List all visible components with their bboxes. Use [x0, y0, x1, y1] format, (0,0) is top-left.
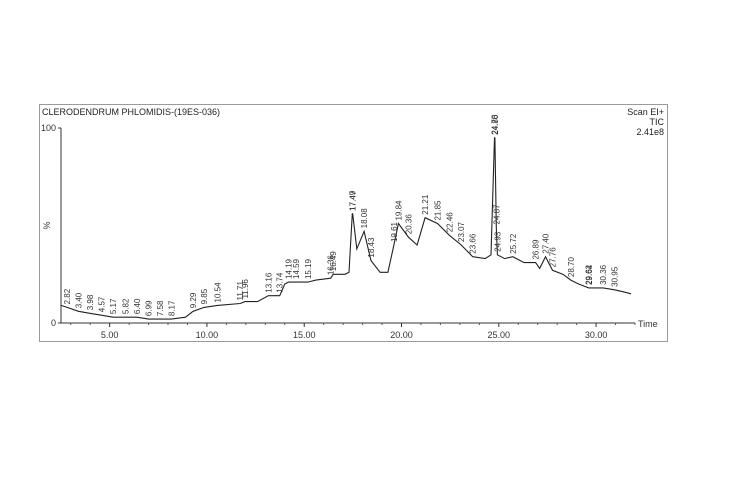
peak-label: 16.36 — [327, 255, 336, 276]
x-tick-label: 30.00 — [585, 330, 608, 340]
peak-label: 3.40 — [75, 292, 84, 308]
x-tick-label: 25.00 — [488, 330, 511, 340]
peak-label: 13.16 — [264, 272, 273, 293]
peak-label: 22.46 — [445, 212, 454, 233]
peak-label: 9.29 — [189, 292, 198, 308]
peak-label: 14.59 — [292, 258, 301, 279]
peak-label: 27.76 — [548, 247, 557, 268]
peak-label: 23.66 — [469, 233, 478, 254]
peak-label: 2.82 — [63, 288, 72, 304]
peak-label: 3.98 — [86, 294, 95, 310]
peak-label: 30.95 — [611, 266, 620, 287]
peak-label: 29.64 — [585, 264, 594, 285]
peak-label: 18.08 — [360, 208, 369, 229]
x-tick-label: 10.00 — [196, 330, 219, 340]
peak-label: 7.58 — [156, 300, 165, 316]
peak-label: 24.78 — [491, 114, 500, 135]
peak-label: 28.70 — [567, 257, 576, 278]
peak-label: 18.43 — [367, 237, 376, 258]
peak-label: 6.40 — [133, 298, 142, 314]
peak-label: 24.93 — [493, 231, 502, 252]
peak-label: 25.72 — [509, 233, 518, 254]
peak-label: 19.61 — [390, 221, 399, 242]
tic-trace — [60, 137, 632, 320]
y-axis-label: % — [42, 221, 52, 229]
peak-label: 14.19 — [284, 258, 293, 279]
x-axis-label: Time — [638, 319, 658, 329]
y-tick-label: 0 — [51, 318, 56, 328]
scan-mode-label: Scan EI+ — [627, 107, 664, 117]
peak-label: 30.36 — [599, 264, 608, 285]
peak-label: 29.62 — [585, 264, 594, 285]
peak-label: 15.19 — [304, 258, 313, 279]
peak-label: 13.74 — [276, 272, 285, 293]
peak-label: 26.89 — [532, 239, 541, 260]
peak-label: 10.54 — [213, 282, 222, 303]
peak-label: 5.82 — [122, 298, 131, 314]
chromatogram-panel: CLERODENDRUM PHLOMIDIS-(19ES-036) Scan E… — [39, 104, 668, 342]
sample-title: CLERODENDRUM PHLOMIDIS-(19ES-036) — [42, 107, 221, 117]
intensity-label: 2.41e8 — [636, 127, 664, 137]
peak-label: 27.40 — [541, 233, 550, 254]
peak-label: 17.49 — [349, 190, 358, 211]
peak-label: 23.07 — [457, 221, 466, 242]
peak-label: 20.36 — [405, 214, 414, 235]
peak-label: 21.21 — [421, 194, 430, 215]
peak-label: 19.84 — [394, 200, 403, 221]
peak-label: 5.17 — [109, 298, 118, 314]
chromatogram-chart: 0 100% 5.00 10.00 15.00 20.00 25.00 30.00 Time 2.… — [41, 114, 658, 340]
peak-label: 17.47 — [348, 190, 357, 211]
peak-label: 11.71 — [236, 281, 245, 301]
peak-label: 4.57 — [97, 296, 106, 312]
peak-label: 16.49 — [329, 251, 338, 272]
peak-label: 6.99 — [144, 300, 153, 316]
y-tick-label: 100 — [41, 123, 56, 133]
peak-label: 21.85 — [434, 200, 443, 221]
x-tick-label: 15.00 — [293, 330, 316, 340]
x-tick-label: 20.00 — [390, 330, 413, 340]
peak-label: 9.85 — [200, 288, 209, 304]
peak-label: 8.17 — [167, 300, 176, 316]
peak-label: 11.96 — [241, 279, 250, 299]
peak-label: 24.87 — [492, 204, 501, 225]
signal-label: TIC — [649, 117, 665, 127]
x-tick-label: 5.00 — [101, 330, 119, 340]
peak-label: 24.80 — [491, 114, 500, 135]
